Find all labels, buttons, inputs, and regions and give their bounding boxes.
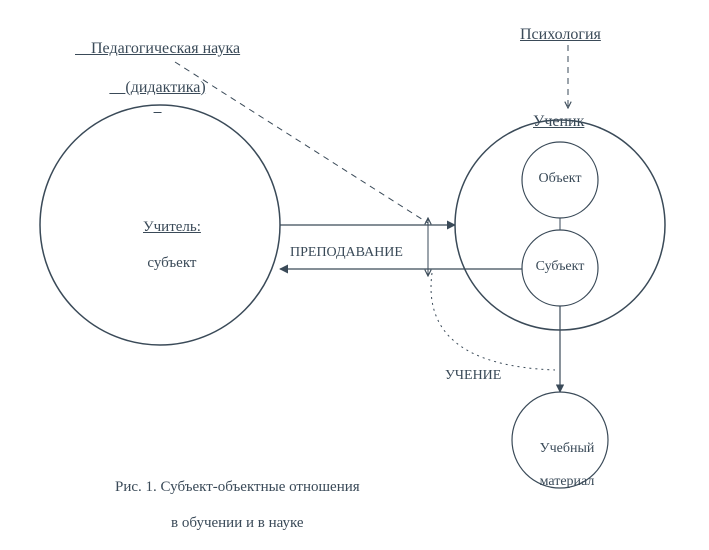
figure-caption: Рис. 1. Субъект-объектные отношения в об… <box>100 460 360 550</box>
material-text: Учебный материал <box>520 424 600 508</box>
edge-learning-dotted <box>431 273 555 370</box>
teacher-text-line1: Учитель: <box>143 219 201 235</box>
header-psychology: Психология <box>520 25 601 44</box>
object-text: Объект <box>530 171 590 188</box>
diagram-stage: Педагогическая наука (дидактика) Психоло… <box>0 0 709 527</box>
learning-label: УЧЕНИЕ <box>445 368 501 385</box>
figure-caption-line1: Рис. 1. Субъект-объектные отношения <box>115 479 360 495</box>
material-text-line1: Учебный <box>540 441 595 456</box>
teacher-text: Учитель: субъект <box>128 200 201 290</box>
header-pedagogy-line1: Педагогическая наука <box>91 40 240 57</box>
subject-text: Субъект <box>528 259 592 276</box>
teacher-text-line2: субъект <box>147 255 196 271</box>
figure-caption-line2: в обучении и в науке <box>171 515 304 531</box>
student-label: Ученик <box>533 112 584 131</box>
header-pedagogy-line2: (дидактика) <box>125 79 205 96</box>
teaching-label: ПРЕПОДАВАНИЕ <box>290 245 403 262</box>
material-text-line2: материал <box>540 474 595 489</box>
header-pedagogy: Педагогическая наука (дидактика) <box>75 20 240 116</box>
